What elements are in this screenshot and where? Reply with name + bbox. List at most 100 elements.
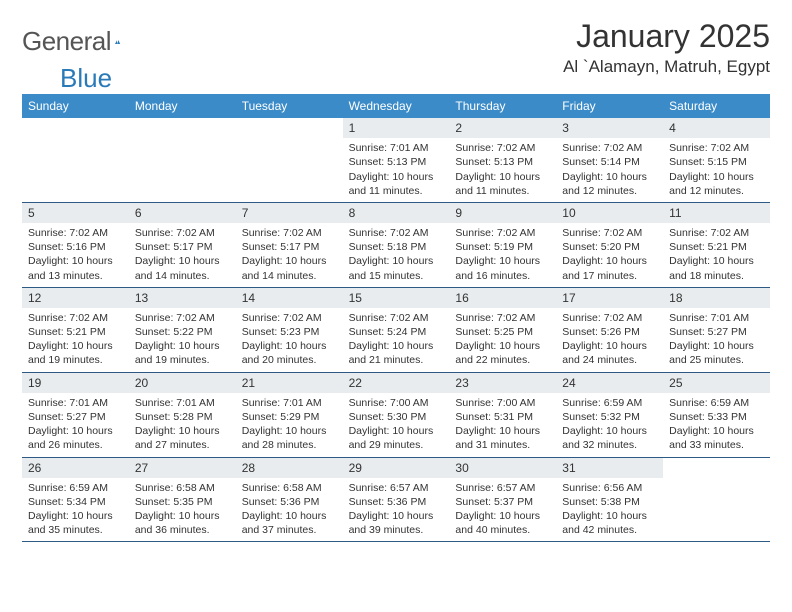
day-details: Sunrise: 7:02 AMSunset: 5:21 PMDaylight:…: [663, 223, 770, 287]
day-details: Sunrise: 6:59 AMSunset: 5:32 PMDaylight:…: [556, 393, 663, 457]
calendar-day: 20Sunrise: 7:01 AMSunset: 5:28 PMDayligh…: [129, 373, 236, 457]
weekday-header: Monday: [129, 94, 236, 118]
day-number: 3: [556, 118, 663, 138]
calendar-day: 21Sunrise: 7:01 AMSunset: 5:29 PMDayligh…: [236, 373, 343, 457]
calendar-empty-cell: [663, 458, 770, 542]
day-number: 17: [556, 288, 663, 308]
day-number: 21: [236, 373, 343, 393]
day-details: Sunrise: 7:00 AMSunset: 5:31 PMDaylight:…: [449, 393, 556, 457]
weekday-header: Saturday: [663, 94, 770, 118]
calendar-week: 5Sunrise: 7:02 AMSunset: 5:16 PMDaylight…: [22, 203, 770, 288]
day-number: 15: [343, 288, 450, 308]
calendar-day: 19Sunrise: 7:01 AMSunset: 5:27 PMDayligh…: [22, 373, 129, 457]
calendar-day: 1Sunrise: 7:01 AMSunset: 5:13 PMDaylight…: [343, 118, 450, 202]
day-details: Sunrise: 7:01 AMSunset: 5:29 PMDaylight:…: [236, 393, 343, 457]
calendar-day: 10Sunrise: 7:02 AMSunset: 5:20 PMDayligh…: [556, 203, 663, 287]
month-title: January 2025: [563, 18, 770, 55]
day-details: Sunrise: 7:02 AMSunset: 5:20 PMDaylight:…: [556, 223, 663, 287]
day-number: 1: [343, 118, 450, 138]
day-number: 14: [236, 288, 343, 308]
logo-text-general: General: [22, 26, 111, 57]
logo-flag-icon: [115, 31, 120, 53]
day-details: Sunrise: 7:01 AMSunset: 5:28 PMDaylight:…: [129, 393, 236, 457]
day-number: 13: [129, 288, 236, 308]
calendar-day: 22Sunrise: 7:00 AMSunset: 5:30 PMDayligh…: [343, 373, 450, 457]
day-number: 22: [343, 373, 450, 393]
day-details: Sunrise: 7:02 AMSunset: 5:26 PMDaylight:…: [556, 308, 663, 372]
weekday-header: Tuesday: [236, 94, 343, 118]
calendar-empty-cell: [129, 118, 236, 202]
calendar-day: 26Sunrise: 6:59 AMSunset: 5:34 PMDayligh…: [22, 458, 129, 542]
weekday-header: Sunday: [22, 94, 129, 118]
day-number: 25: [663, 373, 770, 393]
day-number: 29: [343, 458, 450, 478]
day-number: 24: [556, 373, 663, 393]
calendar-day: 29Sunrise: 6:57 AMSunset: 5:36 PMDayligh…: [343, 458, 450, 542]
calendar-day: 6Sunrise: 7:02 AMSunset: 5:17 PMDaylight…: [129, 203, 236, 287]
calendar-day: 31Sunrise: 6:56 AMSunset: 5:38 PMDayligh…: [556, 458, 663, 542]
day-number: 27: [129, 458, 236, 478]
calendar-day: 17Sunrise: 7:02 AMSunset: 5:26 PMDayligh…: [556, 288, 663, 372]
day-details: Sunrise: 6:59 AMSunset: 5:34 PMDaylight:…: [22, 478, 129, 542]
logo: General: [22, 26, 145, 57]
day-number: 23: [449, 373, 556, 393]
day-details: Sunrise: 7:01 AMSunset: 5:27 PMDaylight:…: [22, 393, 129, 457]
calendar-day: 18Sunrise: 7:01 AMSunset: 5:27 PMDayligh…: [663, 288, 770, 372]
weekday-header: Friday: [556, 94, 663, 118]
logo-text-blue: Blue: [60, 63, 792, 94]
day-details: Sunrise: 7:02 AMSunset: 5:25 PMDaylight:…: [449, 308, 556, 372]
calendar-day: 3Sunrise: 7:02 AMSunset: 5:14 PMDaylight…: [556, 118, 663, 202]
calendar-week: 1Sunrise: 7:01 AMSunset: 5:13 PMDaylight…: [22, 118, 770, 203]
calendar-day: 27Sunrise: 6:58 AMSunset: 5:35 PMDayligh…: [129, 458, 236, 542]
calendar-day: 7Sunrise: 7:02 AMSunset: 5:17 PMDaylight…: [236, 203, 343, 287]
day-details: Sunrise: 7:02 AMSunset: 5:23 PMDaylight:…: [236, 308, 343, 372]
weekday-header-row: SundayMondayTuesdayWednesdayThursdayFrid…: [22, 94, 770, 118]
day-number: 26: [22, 458, 129, 478]
calendar-day: 30Sunrise: 6:57 AMSunset: 5:37 PMDayligh…: [449, 458, 556, 542]
day-number: 19: [22, 373, 129, 393]
day-number: 2: [449, 118, 556, 138]
day-details: Sunrise: 7:01 AMSunset: 5:13 PMDaylight:…: [343, 138, 450, 202]
weekday-header: Wednesday: [343, 94, 450, 118]
calendar-week: 26Sunrise: 6:59 AMSunset: 5:34 PMDayligh…: [22, 458, 770, 543]
calendar-day: 23Sunrise: 7:00 AMSunset: 5:31 PMDayligh…: [449, 373, 556, 457]
calendar-empty-cell: [22, 118, 129, 202]
day-details: Sunrise: 7:02 AMSunset: 5:16 PMDaylight:…: [22, 223, 129, 287]
calendar-day: 12Sunrise: 7:02 AMSunset: 5:21 PMDayligh…: [22, 288, 129, 372]
calendar: SundayMondayTuesdayWednesdayThursdayFrid…: [22, 94, 770, 542]
calendar-day: 24Sunrise: 6:59 AMSunset: 5:32 PMDayligh…: [556, 373, 663, 457]
day-details: Sunrise: 7:02 AMSunset: 5:14 PMDaylight:…: [556, 138, 663, 202]
weekday-header: Thursday: [449, 94, 556, 118]
day-number: 16: [449, 288, 556, 308]
calendar-day: 28Sunrise: 6:58 AMSunset: 5:36 PMDayligh…: [236, 458, 343, 542]
day-details: Sunrise: 7:02 AMSunset: 5:15 PMDaylight:…: [663, 138, 770, 202]
day-number: 18: [663, 288, 770, 308]
calendar-day: 8Sunrise: 7:02 AMSunset: 5:18 PMDaylight…: [343, 203, 450, 287]
calendar-day: 2Sunrise: 7:02 AMSunset: 5:13 PMDaylight…: [449, 118, 556, 202]
day-number: 6: [129, 203, 236, 223]
day-details: Sunrise: 7:00 AMSunset: 5:30 PMDaylight:…: [343, 393, 450, 457]
day-details: Sunrise: 7:01 AMSunset: 5:27 PMDaylight:…: [663, 308, 770, 372]
day-details: Sunrise: 7:02 AMSunset: 5:18 PMDaylight:…: [343, 223, 450, 287]
calendar-day: 16Sunrise: 7:02 AMSunset: 5:25 PMDayligh…: [449, 288, 556, 372]
day-details: Sunrise: 6:56 AMSunset: 5:38 PMDaylight:…: [556, 478, 663, 542]
calendar-empty-cell: [236, 118, 343, 202]
calendar-day: 13Sunrise: 7:02 AMSunset: 5:22 PMDayligh…: [129, 288, 236, 372]
day-number: 30: [449, 458, 556, 478]
day-details: Sunrise: 6:59 AMSunset: 5:33 PMDaylight:…: [663, 393, 770, 457]
calendar-week: 19Sunrise: 7:01 AMSunset: 5:27 PMDayligh…: [22, 373, 770, 458]
day-number: 28: [236, 458, 343, 478]
day-number: 12: [22, 288, 129, 308]
calendar-day: 4Sunrise: 7:02 AMSunset: 5:15 PMDaylight…: [663, 118, 770, 202]
day-details: Sunrise: 7:02 AMSunset: 5:17 PMDaylight:…: [236, 223, 343, 287]
day-number: 8: [343, 203, 450, 223]
calendar-day: 9Sunrise: 7:02 AMSunset: 5:19 PMDaylight…: [449, 203, 556, 287]
day-details: Sunrise: 6:57 AMSunset: 5:36 PMDaylight:…: [343, 478, 450, 542]
day-details: Sunrise: 7:02 AMSunset: 5:19 PMDaylight:…: [449, 223, 556, 287]
day-details: Sunrise: 6:57 AMSunset: 5:37 PMDaylight:…: [449, 478, 556, 542]
day-number: 10: [556, 203, 663, 223]
day-number: 9: [449, 203, 556, 223]
day-details: Sunrise: 7:02 AMSunset: 5:17 PMDaylight:…: [129, 223, 236, 287]
day-details: Sunrise: 6:58 AMSunset: 5:35 PMDaylight:…: [129, 478, 236, 542]
day-details: Sunrise: 6:58 AMSunset: 5:36 PMDaylight:…: [236, 478, 343, 542]
